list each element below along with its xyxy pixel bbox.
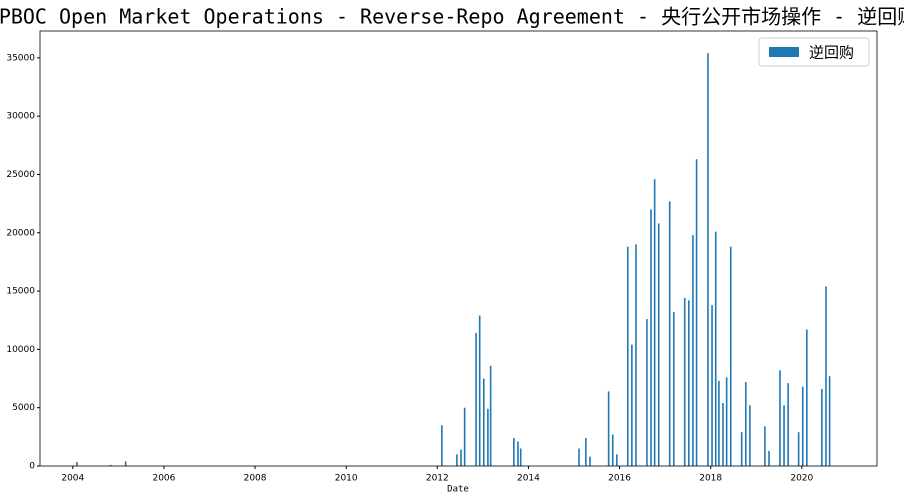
x-tick-label: 2010	[335, 474, 358, 484]
x-tick-label: 2006	[152, 474, 175, 484]
x-tick-label: 2008	[244, 474, 267, 484]
bar	[109, 464, 112, 466]
bar	[460, 449, 462, 466]
bar	[650, 209, 652, 466]
bar	[729, 246, 732, 466]
bar	[695, 159, 698, 466]
plot-frame	[39, 30, 878, 467]
chart-title: PBOC Open Market Operations - Reverse-Re…	[0, 5, 904, 29]
bar	[779, 370, 781, 466]
y-tick-label: 15000	[6, 287, 35, 297]
bar	[441, 425, 443, 466]
bar	[487, 408, 489, 466]
bar	[740, 432, 743, 466]
bar	[764, 426, 766, 466]
bar	[692, 235, 694, 466]
bar	[725, 377, 728, 466]
bar	[489, 365, 492, 466]
bar	[722, 403, 724, 466]
bar	[646, 319, 648, 466]
bar	[589, 456, 591, 466]
bar	[825, 286, 827, 466]
bar	[672, 312, 675, 466]
bar	[683, 298, 686, 466]
bar	[631, 344, 633, 466]
bar	[635, 244, 637, 466]
bar	[801, 386, 804, 466]
bar	[821, 389, 823, 466]
bar	[718, 380, 720, 466]
bar	[797, 432, 800, 466]
y-tick-label: 30000	[6, 112, 35, 122]
bar	[688, 300, 690, 466]
bar	[478, 315, 481, 466]
x-tick-label: 2012	[426, 474, 449, 484]
bar	[744, 382, 747, 466]
x-tick-label: 2018	[699, 474, 722, 484]
bar	[714, 231, 717, 466]
legend-label: 逆回购	[809, 44, 854, 62]
y-tick-label: 25000	[6, 170, 35, 180]
bar	[711, 305, 713, 466]
x-axis-label: Date	[447, 485, 469, 495]
bar	[517, 441, 519, 466]
bar	[749, 405, 751, 466]
bar	[578, 448, 580, 466]
bar	[616, 454, 618, 466]
bar	[475, 333, 477, 466]
bar	[519, 448, 522, 466]
x-tick-label: 2020	[790, 474, 813, 484]
bar	[124, 461, 127, 466]
bar	[607, 391, 610, 466]
bar	[806, 329, 808, 466]
bar	[783, 405, 785, 466]
x-tick-label: 2004	[61, 474, 84, 484]
bar	[611, 434, 614, 466]
y-tick-label: 0	[29, 462, 35, 472]
x-tick-label: 2016	[608, 474, 631, 484]
bar	[787, 383, 789, 466]
y-tick-label: 5000	[12, 403, 35, 413]
bar	[828, 376, 831, 466]
bar	[482, 378, 485, 466]
bar	[668, 201, 671, 466]
bar	[76, 461, 78, 466]
legend-box	[758, 37, 870, 67]
y-tick-label: 20000	[6, 228, 35, 238]
bar	[456, 454, 458, 466]
bar	[657, 223, 660, 466]
y-tick-label: 10000	[6, 345, 35, 355]
legend-swatch	[769, 47, 799, 57]
bar	[626, 246, 629, 466]
y-tick-label: 35000	[6, 53, 35, 63]
x-tick-label: 2014	[517, 474, 540, 484]
bar	[768, 450, 770, 466]
bar	[513, 438, 515, 466]
bar	[707, 53, 709, 467]
bar	[653, 179, 656, 466]
bar	[585, 438, 587, 466]
bar	[463, 407, 466, 466]
